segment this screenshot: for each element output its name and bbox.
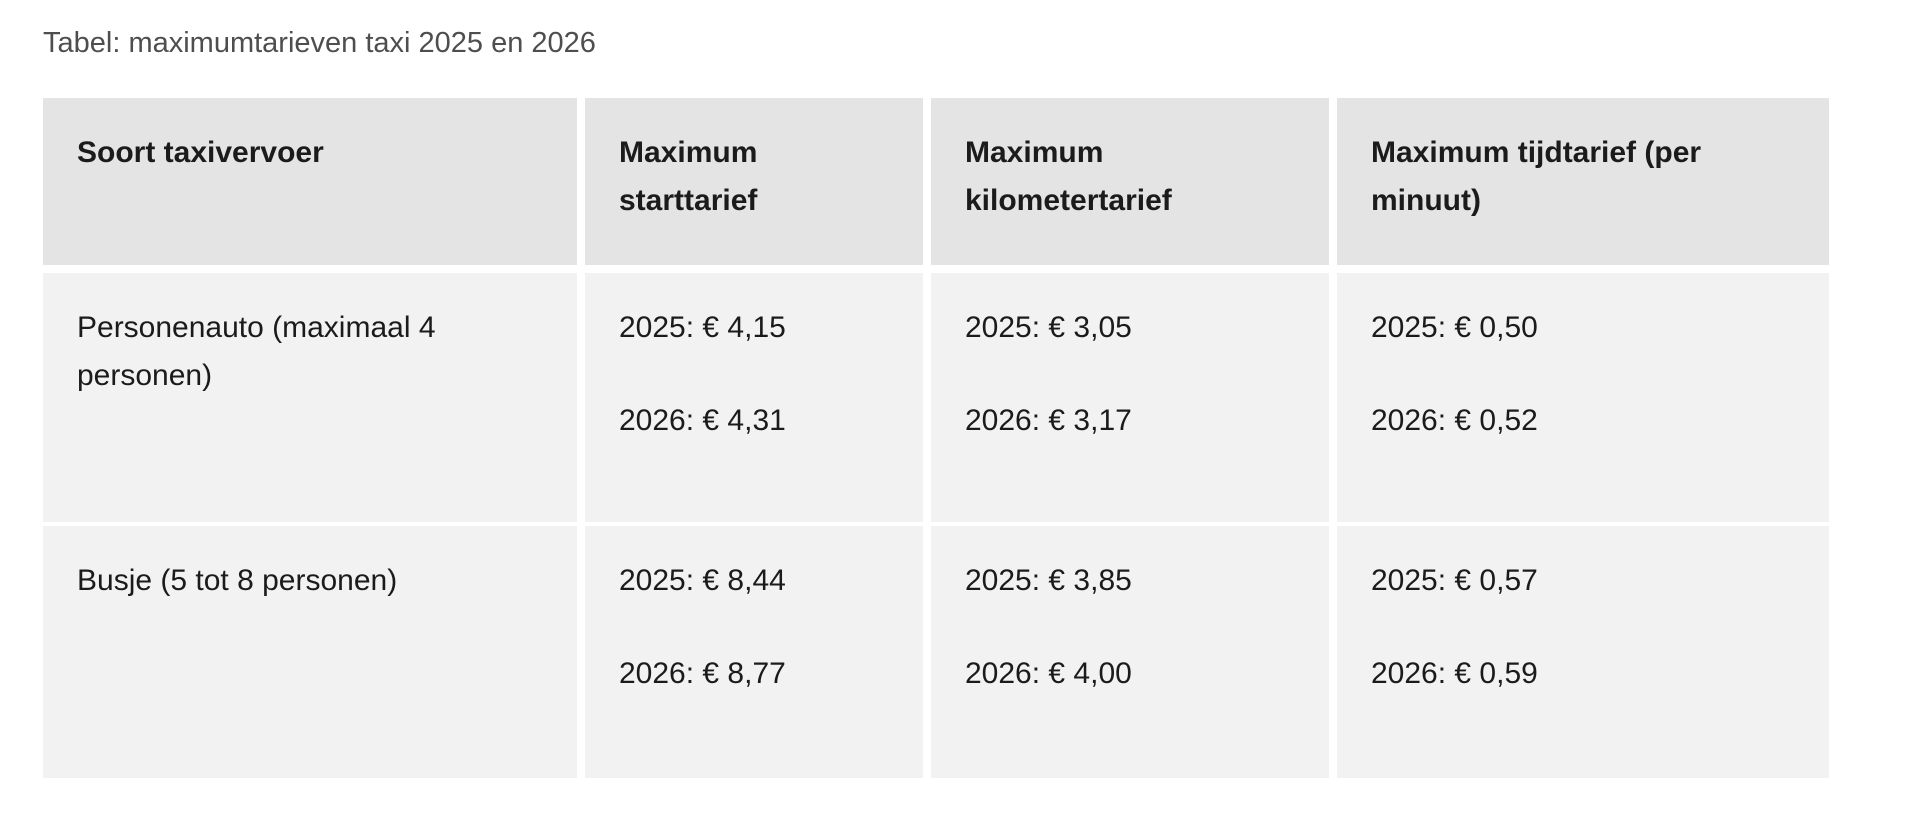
- starttarief-2025: 2025: € 8,44: [619, 564, 786, 597]
- column-header-soort-taxivervoer: Soort taxivervoer: [43, 98, 577, 265]
- cell-kilometertarief-personenauto: 2025: € 3,05 2026: € 3,17: [931, 273, 1329, 522]
- cell-soort-personenauto: Personenauto (maximaal 4 personen): [43, 273, 577, 522]
- table-row-busje: Busje (5 tot 8 personen) 2025: € 8,44 20…: [43, 526, 1829, 778]
- kilometertarief-2025: 2025: € 3,85: [965, 564, 1132, 597]
- tijdtarief-2025: 2025: € 0,57: [1371, 564, 1538, 597]
- tijdtarief-2026: 2026: € 0,59: [1371, 657, 1538, 690]
- column-header-maximum-kilometertarief: Maximum kilometertarief: [931, 98, 1329, 265]
- page-content: Tabel: maximumtarieven taxi 2025 en 2026…: [43, 27, 1829, 778]
- kilometertarief-2026: 2026: € 4,00: [965, 657, 1132, 690]
- kilometertarief-2026: 2026: € 3,17: [965, 404, 1132, 437]
- starttarief-2026: 2026: € 8,77: [619, 657, 786, 690]
- table-header-row: Soort taxivervoer Maximum starttarief Ma…: [43, 98, 1829, 265]
- starttarief-2026: 2026: € 4,31: [619, 404, 786, 437]
- cell-kilometertarief-busje: 2025: € 3,85 2026: € 4,00: [931, 526, 1329, 778]
- table-row-personenauto: Personenauto (maximaal 4 personen) 2025:…: [43, 273, 1829, 522]
- table-caption: Tabel: maximumtarieven taxi 2025 en 2026: [43, 27, 596, 59]
- cell-soort-busje: Busje (5 tot 8 personen): [43, 526, 577, 778]
- column-header-maximum-starttarief: Maximum starttarief: [585, 98, 923, 265]
- cell-starttarief-busje: 2025: € 8,44 2026: € 8,77: [585, 526, 923, 778]
- cell-starttarief-personenauto: 2025: € 4,15 2026: € 4,31: [585, 273, 923, 522]
- starttarief-2025: 2025: € 4,15: [619, 311, 786, 344]
- cell-tijdtarief-busje: 2025: € 0,57 2026: € 0,59: [1337, 526, 1829, 778]
- column-header-maximum-tijdtarief: Maximum tijdtarief (per minuut): [1337, 98, 1829, 265]
- kilometertarief-2025: 2025: € 3,05: [965, 311, 1132, 344]
- cell-tijdtarief-personenauto: 2025: € 0,50 2026: € 0,52: [1337, 273, 1829, 522]
- taxi-tariff-table: Soort taxivervoer Maximum starttarief Ma…: [43, 98, 1829, 778]
- tijdtarief-2026: 2026: € 0,52: [1371, 404, 1538, 437]
- tijdtarief-2025: 2025: € 0,50: [1371, 311, 1538, 344]
